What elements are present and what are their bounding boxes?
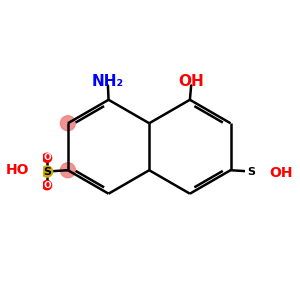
Circle shape — [246, 166, 257, 177]
Circle shape — [43, 181, 52, 190]
Text: OH: OH — [270, 166, 293, 180]
Text: O: O — [261, 167, 269, 176]
Text: S: S — [43, 167, 51, 176]
Text: O: O — [43, 181, 51, 190]
Text: OH: OH — [178, 74, 204, 89]
Circle shape — [41, 166, 52, 177]
Text: O: O — [43, 153, 51, 162]
Text: O: O — [248, 153, 255, 162]
Circle shape — [247, 181, 256, 190]
Text: HO: HO — [5, 163, 29, 177]
Text: O: O — [29, 167, 37, 176]
Text: O: O — [248, 181, 255, 190]
Circle shape — [60, 163, 75, 178]
Text: NH₂: NH₂ — [92, 74, 124, 89]
Text: S: S — [248, 167, 255, 176]
Circle shape — [247, 153, 256, 162]
Circle shape — [43, 153, 52, 162]
Circle shape — [29, 167, 38, 176]
Circle shape — [260, 167, 270, 176]
Circle shape — [60, 116, 75, 131]
